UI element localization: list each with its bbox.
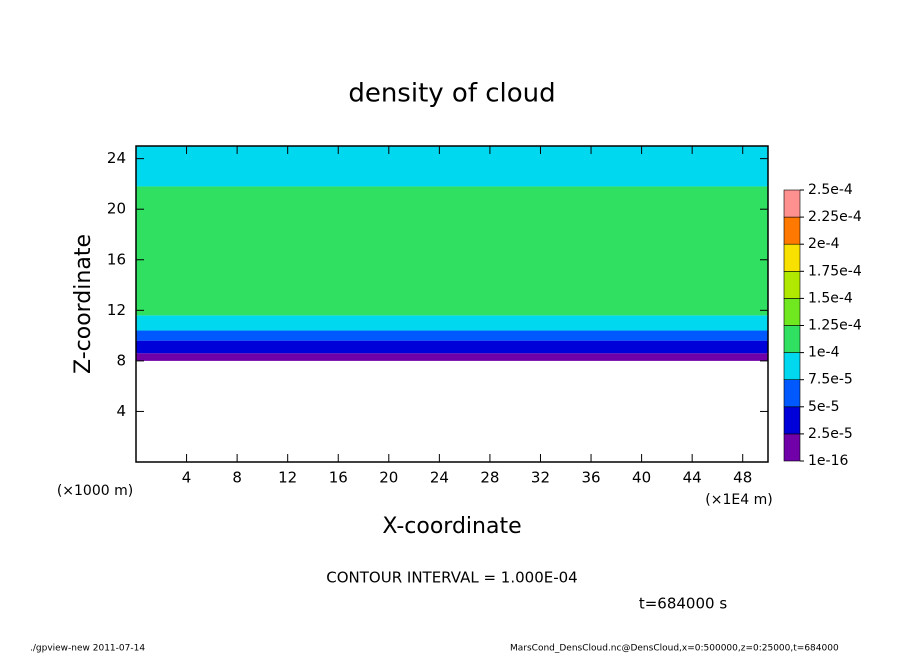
x-tick-label: 12 <box>278 469 297 487</box>
colorbar-label: 1.75e-4 <box>808 263 862 279</box>
colorbar-label: 2.5e-4 <box>808 182 853 198</box>
colorbar-label: 1.5e-4 <box>808 290 853 306</box>
colorbar-box <box>783 433 801 462</box>
colorbar-label: 5e-5 <box>808 399 839 415</box>
colorbar-box <box>783 298 801 326</box>
colorbar-box <box>783 243 801 272</box>
contour-interval: CONTOUR INTERVAL = 1.000E-04 <box>326 569 577 587</box>
colorbar-box <box>783 406 801 435</box>
x-tick-label: 28 <box>480 469 499 487</box>
plot-frame <box>135 145 769 463</box>
x-tick-label: 8 <box>232 469 242 487</box>
colorbar-box <box>783 270 801 299</box>
x-tick-label: 20 <box>379 469 398 487</box>
x-tick-label: 4 <box>182 469 192 487</box>
field-layer <box>136 146 768 187</box>
footer-right: MarsCond_DensCloud.nc@DensCloud,x=0:5000… <box>510 644 839 654</box>
y-unit: (×1000 m) <box>57 483 133 499</box>
colorbar-label: 1.25e-4 <box>808 318 862 334</box>
field-layer <box>136 315 768 331</box>
x-tick-label: 32 <box>531 469 550 487</box>
colorbar-box <box>783 379 801 408</box>
field-layer <box>136 330 768 341</box>
x-tick-label: 36 <box>581 469 600 487</box>
colorbar-box <box>783 216 801 245</box>
time-label: t=684000 s <box>639 595 727 613</box>
y-tick-label: 16 <box>107 250 126 268</box>
footer-left: ./gpview-new 2011-07-14 <box>30 644 145 654</box>
colorbar-label: 7.5e-5 <box>808 372 853 388</box>
colorbar-box <box>783 189 801 218</box>
colorbar-label: 1e-16 <box>808 453 848 469</box>
x-unit: (×1E4 m) <box>705 492 772 508</box>
x-tick-label: 24 <box>430 469 449 487</box>
y-tick-label: 24 <box>107 149 126 167</box>
y-tick-label: 12 <box>107 301 126 319</box>
colorbar-box <box>783 325 801 353</box>
y-tick-label: 4 <box>116 402 126 420</box>
x-tick-label: 44 <box>683 469 702 487</box>
colorbar-label: 1e-4 <box>808 345 840 361</box>
colorbar-label: 2e-4 <box>808 236 840 252</box>
y-tick-label: 20 <box>107 200 126 218</box>
x-axis-label: X-coordinate <box>382 514 521 539</box>
field-layer <box>136 353 768 361</box>
x-tick-label: 40 <box>632 469 651 487</box>
field-layer <box>136 340 768 354</box>
colorbar-label: 2.25e-4 <box>808 209 862 225</box>
field-layer <box>136 186 768 316</box>
y-axis-label: Z-coordinate <box>71 234 96 374</box>
y-tick-label: 8 <box>116 351 126 369</box>
chart-title: density of cloud <box>348 79 555 109</box>
x-tick-label: 16 <box>329 469 348 487</box>
colorbar-label: 2.5e-5 <box>808 426 853 442</box>
x-tick-label: 48 <box>733 469 752 487</box>
colorbar-box <box>783 352 801 381</box>
